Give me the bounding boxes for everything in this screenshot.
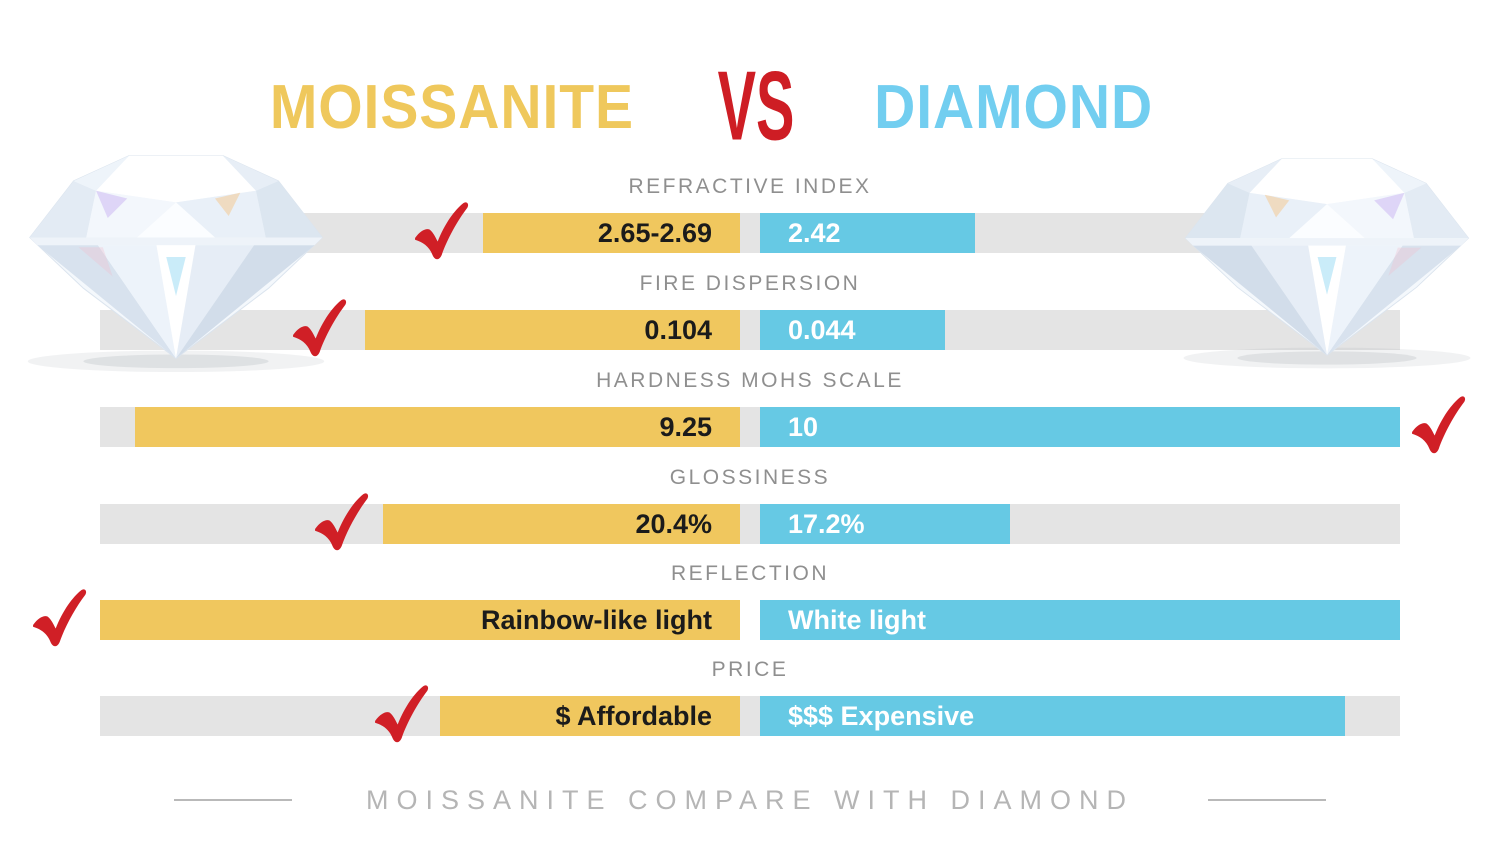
row-label: HARDNESS MOHS SCALE bbox=[596, 369, 904, 392]
diamond-value: 0.044 bbox=[788, 314, 856, 345]
bar-track: 20.4% 17.2% bbox=[100, 493, 1400, 551]
bar-track: 9.25 10 bbox=[100, 396, 1466, 454]
title-moissanite: MOISSANITE bbox=[270, 72, 635, 142]
moissanite-bar: 20.4% bbox=[383, 504, 740, 544]
footer-left-line bbox=[173, 799, 292, 801]
advantage-check-icon bbox=[1408, 394, 1466, 456]
row-label: REFLECTION bbox=[670, 562, 829, 585]
diamond-value: 10 bbox=[788, 411, 819, 442]
row-label: GLOSSINESS bbox=[669, 466, 831, 489]
advantage-check-icon bbox=[289, 297, 347, 359]
diamond-bar: White light bbox=[760, 600, 1400, 640]
row-price: PRICE $ Affordable $$$ Expensive bbox=[0, 657, 1500, 743]
diamond-bar: 17.2% bbox=[760, 504, 1010, 544]
advantage-check-icon bbox=[411, 200, 469, 262]
footer-right-line bbox=[1208, 799, 1326, 801]
row-label: REFRACTIVE INDEX bbox=[628, 175, 872, 198]
row-fire-dispersion: FIRE DISPERSION 0.104 0.044 bbox=[0, 271, 1500, 357]
diamond-bar: 2.42 bbox=[760, 213, 975, 253]
diamond-bar: 10 bbox=[760, 407, 1400, 447]
title-vs: VS bbox=[717, 51, 795, 162]
diamond-value: $$$ Expensive bbox=[788, 700, 975, 731]
moissanite-value: 20.4% bbox=[635, 508, 712, 539]
moissanite-bar: 2.65-2.69 bbox=[483, 213, 740, 253]
advantage-check-icon bbox=[311, 491, 369, 553]
footer: MOISSANITE COMPARE WITH DIAMOND bbox=[0, 780, 1500, 820]
moissanite-bar: 9.25 bbox=[135, 407, 740, 447]
moissanite-value: 9.25 bbox=[659, 411, 712, 442]
moissanite-value: 0.104 bbox=[644, 314, 712, 345]
row-label: FIRE DISPERSION bbox=[639, 272, 861, 295]
diamond-gem-image bbox=[1176, 142, 1478, 372]
moissanite-gem-image bbox=[20, 138, 332, 376]
diamond-bar: 0.044 bbox=[760, 310, 945, 350]
moissanite-value: 2.65-2.69 bbox=[597, 217, 712, 248]
moissanite-bar: Rainbow-like light bbox=[100, 600, 740, 640]
diamond-value: 17.2% bbox=[788, 508, 865, 539]
bar-track: 0.104 0.044 bbox=[100, 299, 1400, 357]
moissanite-bar: 0.104 bbox=[365, 310, 740, 350]
row-label: PRICE bbox=[711, 658, 789, 681]
row-hardness-mohs-scale: HARDNESS MOHS SCALE 9.25 10 bbox=[0, 368, 1500, 454]
row-glossiness: GLOSSINESS 20.4% 17.2% bbox=[0, 465, 1500, 551]
diamond-value: White light bbox=[788, 604, 926, 635]
title-diamond: DIAMOND bbox=[874, 72, 1154, 142]
moissanite-bar: $ Affordable bbox=[440, 696, 740, 736]
diamond-bar: $$$ Expensive bbox=[760, 696, 1345, 736]
row-reflection: REFLECTION Rainbow-like light White ligh… bbox=[0, 561, 1500, 647]
bar-track: Rainbow-like light White light bbox=[33, 589, 1400, 647]
page-title: MOISSANITE VS DIAMOND bbox=[0, 52, 1500, 161]
bar-track: $ Affordable $$$ Expensive bbox=[100, 685, 1400, 743]
moissanite-value: Rainbow-like light bbox=[480, 604, 712, 635]
footer-caption: MOISSANITE COMPARE WITH DIAMOND bbox=[365, 784, 1134, 815]
moissanite-value: $ Affordable bbox=[555, 700, 712, 731]
diamond-value: 2.42 bbox=[788, 217, 841, 248]
advantage-check-icon bbox=[29, 587, 87, 649]
advantage-check-icon bbox=[371, 683, 429, 745]
